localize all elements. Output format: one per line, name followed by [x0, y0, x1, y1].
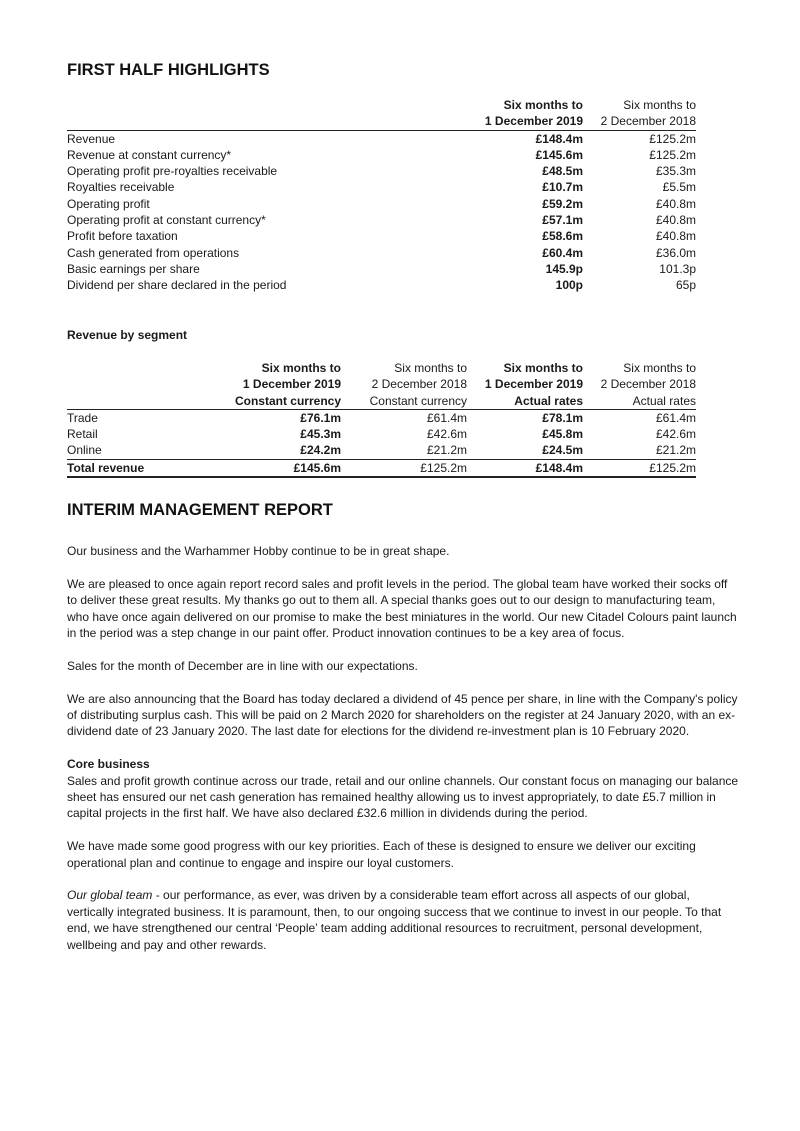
prior-value: £40.8m — [655, 213, 696, 228]
current-value: 145.9p — [545, 261, 583, 276]
prior-value: £125.2m — [649, 131, 696, 146]
cell-value: £21.2m — [426, 443, 467, 458]
col-header: Six months to — [623, 98, 696, 112]
table-row: Online £24.2m £21.2m £24.5m £21.2m — [67, 442, 696, 459]
col-header: 1 December 2019 — [443, 113, 583, 131]
current-value: £58.6m — [542, 229, 583, 244]
row-label: Revenue at constant currency* — [67, 147, 232, 162]
cell-value: £42.6m — [655, 427, 696, 442]
cell-value: £78.1m — [542, 410, 583, 425]
prior-value: £35.3m — [655, 164, 696, 179]
row-label: Dividend per share declared in the perio… — [67, 278, 287, 293]
report-body: Our business and the Warhammer Hobby con… — [67, 543, 739, 969]
cell-value: £24.2m — [300, 443, 341, 458]
row-label: Total revenue — [67, 458, 201, 479]
table-row: Basic earnings per share 145.9p 101.3p — [67, 261, 696, 277]
cell-value: £42.6m — [426, 427, 467, 442]
paragraph: We have made some good progress with our… — [67, 839, 696, 870]
row-label: Operating profit pre-royalties receivabl… — [67, 164, 278, 179]
total-value: £148.4m — [467, 458, 583, 479]
col-header: Constant currency — [201, 392, 341, 410]
highlights-heading: FIRST HALF HIGHLIGHTS — [67, 61, 270, 79]
segment-table: Six months to Six months to Six months to S… — [67, 360, 696, 479]
current-value: £148.4m — [535, 131, 583, 146]
table-row: Operating profit at constant currency* £5… — [67, 212, 696, 228]
row-label: Royalties receivable — [67, 180, 175, 195]
current-value: £10.7m — [542, 180, 583, 195]
row-label: Revenue — [67, 131, 116, 146]
report-heading: INTERIM MANAGEMENT REPORT — [67, 501, 333, 519]
col-header: Actual rates — [467, 392, 583, 410]
table-row: Operating profit pre-royalties receivabl… — [67, 163, 696, 179]
prior-value: £40.8m — [655, 196, 696, 211]
cell-value: £76.1m — [300, 410, 341, 425]
paragraph: Sales for the month of December are in l… — [67, 658, 418, 673]
prior-value: £5.5m — [662, 180, 696, 195]
paragraph: We are also announcing that the Board ha… — [67, 691, 738, 739]
current-value: £145.6m — [535, 147, 583, 162]
prior-value: 65p — [675, 278, 696, 293]
cell-value: £45.8m — [542, 427, 583, 442]
total-value: £125.2m — [341, 458, 467, 479]
table-row: Operating profit £59.2m £40.8m — [67, 196, 696, 212]
table-row: Royalties receivable £10.7m £5.5m — [67, 179, 696, 195]
current-value: £59.2m — [542, 196, 583, 211]
paragraph: Core business Sales and profit growth con… — [67, 756, 739, 822]
total-row: Total revenue £145.6m £125.2m £148.4m £125.2… — [67, 458, 696, 479]
prior-value: £36.0m — [655, 245, 696, 260]
cell-value: £61.4m — [655, 410, 696, 425]
cell-value: £24.5m — [542, 443, 583, 458]
col-header: 2 December 2018 — [371, 377, 467, 392]
col-header: Six months to — [623, 361, 696, 375]
col-header: Six months to — [503, 98, 583, 112]
current-value: £60.4m — [542, 245, 583, 260]
row-label: Operating profit — [67, 196, 150, 211]
table-row: Trade £76.1m £61.4m £78.1m £61.4m — [67, 409, 696, 426]
col-header: 2 December 2018 — [583, 113, 696, 131]
current-value: £48.5m — [542, 164, 583, 179]
paragraph-text: Sales and profit growth continue across … — [67, 773, 739, 821]
cell-value: £21.2m — [655, 443, 696, 458]
table-row: Retail £45.3m £42.6m £45.8m £42.6m — [67, 426, 696, 442]
total-value: £145.6m — [201, 458, 341, 479]
table-row: Dividend per share declared in the perio… — [67, 277, 696, 293]
row-label: Cash generated from operations — [67, 245, 240, 260]
prior-value: £40.8m — [655, 229, 696, 244]
col-header: 2 December 2018 — [600, 377, 696, 392]
segment-heading: Revenue by segment — [67, 328, 188, 342]
cell-value: £61.4m — [426, 410, 467, 425]
table-row: Cash generated from operations £60.4m £36.… — [67, 245, 696, 261]
paragraph: We are pleased to once again report reco… — [67, 576, 737, 641]
table-row: Revenue £148.4m £125.2m — [67, 130, 696, 147]
cell-value: £45.3m — [300, 427, 341, 442]
subheading-core-business: Core business — [67, 757, 150, 772]
table-row: Profit before taxation £58.6m £40.8m — [67, 228, 696, 244]
table-row: Revenue at constant currency* £145.6m £125… — [67, 147, 696, 163]
current-value: 100p — [555, 278, 583, 293]
highlights-table: Six months to Six months to 1 December 20… — [67, 97, 696, 294]
row-label: Online — [67, 443, 102, 458]
row-label: Operating profit at constant currency* — [67, 213, 266, 228]
paragraph: Our global team - our performance, as ev… — [67, 887, 739, 953]
col-header: Six months to — [503, 361, 583, 375]
row-label: Trade — [67, 410, 98, 425]
col-header: 1 December 2019 — [242, 377, 341, 392]
col-header: Six months to — [394, 361, 467, 375]
paragraph-lead: Our global team — [67, 888, 153, 903]
col-header: Six months to — [261, 361, 341, 375]
row-label: Profit before taxation — [67, 229, 178, 244]
paragraph: Our business and the Warhammer Hobby con… — [67, 544, 450, 558]
col-header: Constant currency — [341, 392, 467, 410]
row-label: Retail — [67, 427, 98, 442]
prior-value: 101.3p — [659, 261, 696, 276]
col-header: Actual rates — [583, 392, 696, 410]
row-label: Basic earnings per share — [67, 261, 200, 276]
col-header: 1 December 2019 — [484, 377, 583, 392]
paragraph-text: - our performance, as ever, was driven b… — [67, 888, 722, 952]
total-value: £125.2m — [583, 458, 696, 479]
prior-value: £125.2m — [649, 147, 696, 162]
current-value: £57.1m — [542, 213, 583, 228]
